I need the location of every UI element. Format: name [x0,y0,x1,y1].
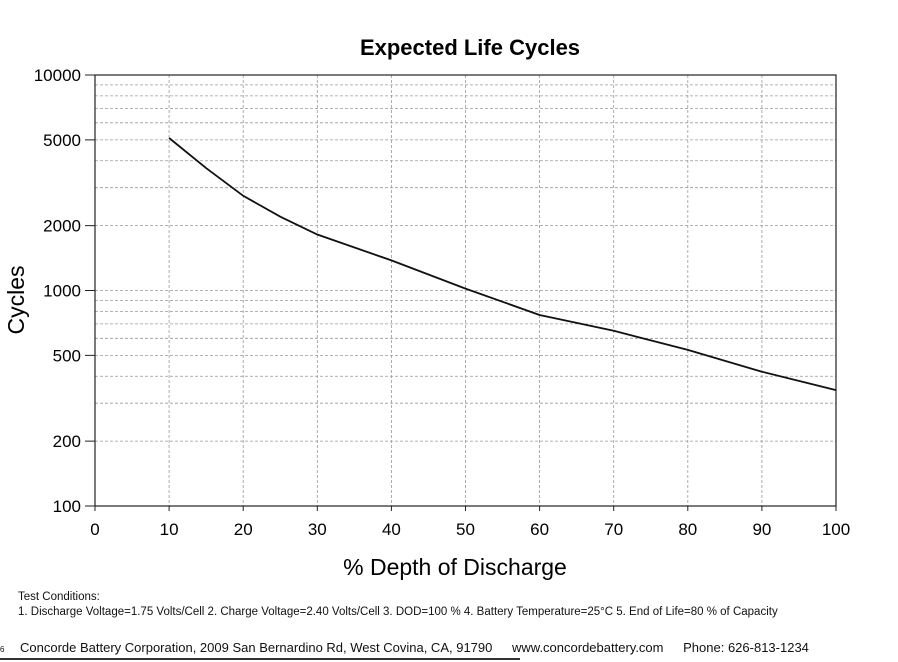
test-conditions-line: 1. Discharge Voltage=1.75 Volts/Cell 2. … [18,606,778,618]
x-tick-label: 0 [90,520,99,539]
y-tick-label: 100 [53,497,81,516]
x-axis-label: % Depth of Discharge [343,554,567,580]
x-tick-label: 20 [234,520,253,539]
footer-phone: Phone: 626-813-1234 [683,640,809,655]
test-conditions-heading: Test Conditions: [18,591,100,603]
x-tick-label: 50 [456,520,475,539]
footer-website[interactable]: www.concordebattery.com [512,640,664,655]
y-tick-label: 500 [53,346,81,365]
y-tick-label: 2000 [43,217,81,236]
y-tick-label: 1000 [43,282,81,301]
test-conditions: Test Conditions: 1. Discharge Voltage=1.… [18,590,778,620]
grid-lines [95,75,836,506]
y-tick-label: 200 [53,432,81,451]
footer: Concorde Battery Corporation, 2009 San B… [20,640,825,655]
x-tick-labels: 0 10 20 30 40 50 60 70 80 90 100 [90,506,850,539]
footer-company: Concorde Battery Corporation, 2009 San B… [20,640,493,655]
y-tick-label: 5000 [43,131,81,150]
y-tick-label: 10000 [34,66,81,85]
y-tick-labels: 100 200 500 1000 2000 5000 10000 [34,66,95,516]
x-tick-label: 90 [752,520,771,539]
x-tick-label: 70 [604,520,623,539]
footer-rule [0,658,520,660]
x-tick-label: 80 [678,520,697,539]
series-line [168,137,837,391]
life-cycles-chart: Expected Life Cycles 0 10 20 30 40 50 60 70 80 90… [3,35,850,580]
x-tick-label: 40 [382,520,401,539]
chart-title: Expected Life Cycles [360,35,580,60]
x-tick-label: 30 [308,520,327,539]
y-axis-label: Cycles [3,265,29,334]
page-number: 6 [0,645,5,654]
x-tick-label: 10 [160,520,179,539]
x-tick-label: 60 [530,520,549,539]
x-tick-label: 100 [822,520,850,539]
